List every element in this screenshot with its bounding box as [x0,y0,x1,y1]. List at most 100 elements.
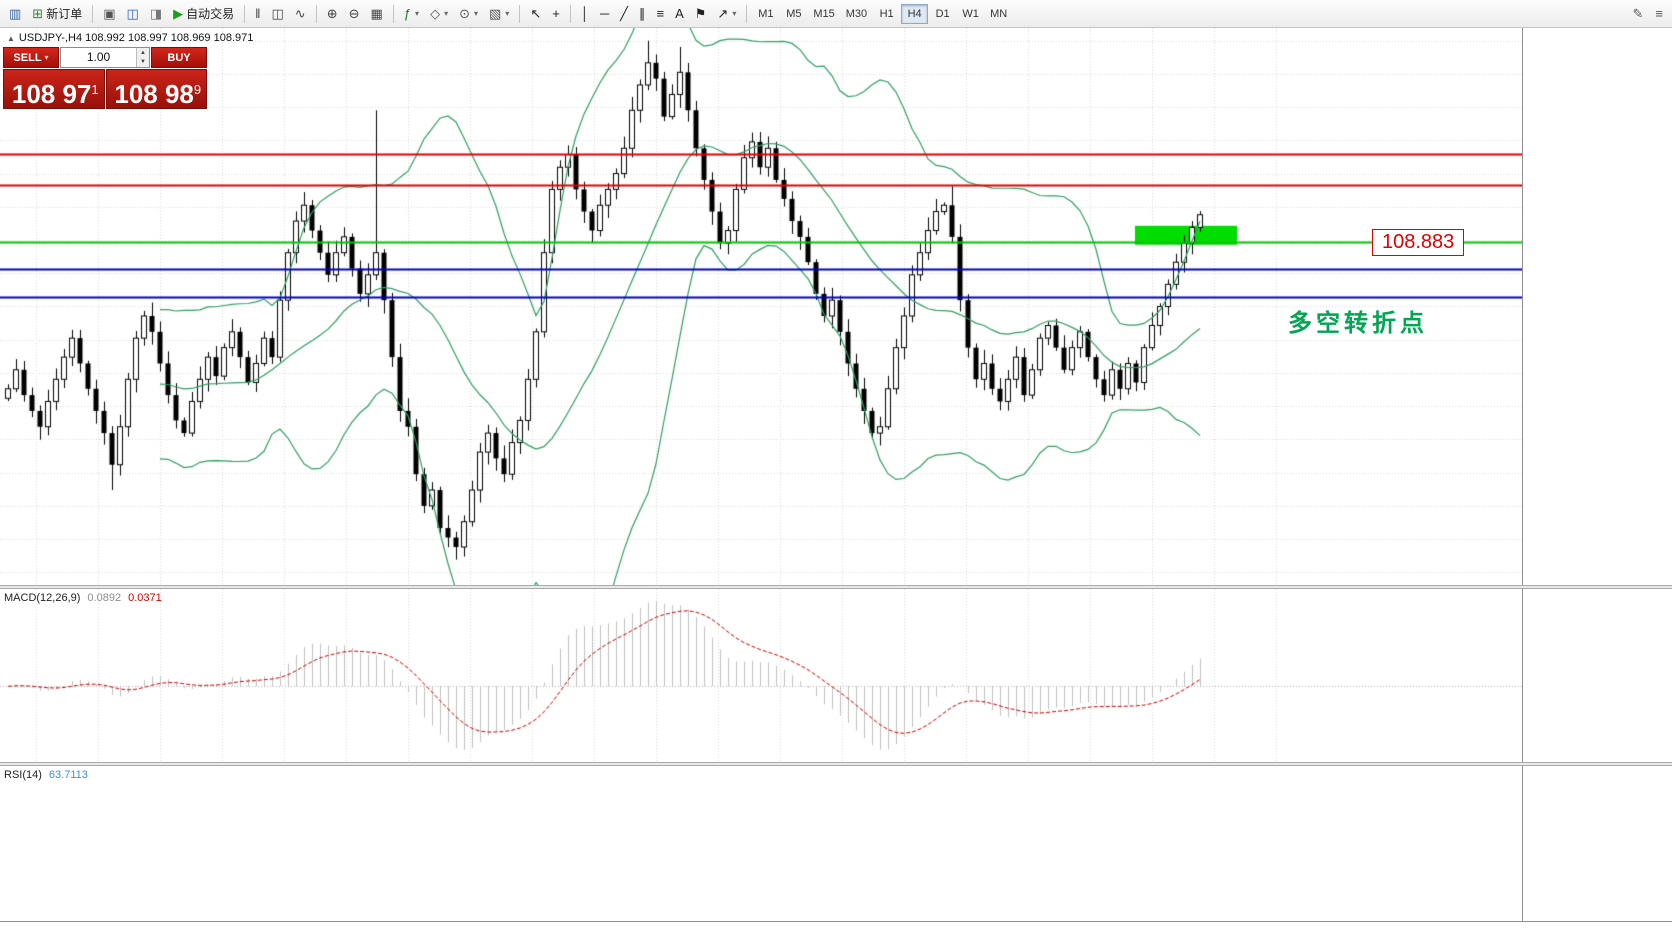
channel-button[interactable]: ∥ [634,3,651,25]
templates-icon: ▧ [489,6,502,21]
toolbar-separator [569,4,571,23]
chevron-down-icon: ▾ [415,9,420,18]
new-chart-icon: ▥ [9,6,22,21]
arrows-icon: ↗ [717,6,729,21]
new-chart-button[interactable]: ▥ [4,3,26,25]
toolbar-separator [519,4,521,23]
text-button[interactable]: A [670,3,689,25]
volume-down-button[interactable]: ▼ [137,57,149,67]
line-chart-icon: ∿ [294,6,306,21]
toolbar-separator [392,4,394,23]
timeframe-m30-button[interactable]: M30 [841,4,872,24]
panel-resize-handle[interactable] [0,762,1672,766]
label-button[interactable]: ⚑ [690,3,712,25]
horizontal-line-icon: ─ [599,6,610,21]
rsi-chart-canvas[interactable] [0,766,1522,921]
autotrading-button[interactable]: ▶ 自动交易 [168,3,239,25]
bar-chart-button[interactable]: ‖ [250,3,265,25]
data-window-icon: ◨ [149,6,163,21]
volume-value[interactable]: 1.00 [86,50,111,64]
volume-stepper: ▲ ▼ [136,48,149,67]
macd-indicator-label: MACD(12,26,9) 0.0892 0.0371 [4,592,162,604]
buy-button-label: BUY [167,51,191,64]
timeframe-d1-button[interactable]: D1 [929,4,956,24]
timeframe-h1-button[interactable]: H1 [873,4,900,24]
cursor-button[interactable]: ↖ [525,3,546,25]
zoom-out-button[interactable]: ⊖ [344,3,365,25]
price-axis[interactable] [1522,28,1672,921]
pivot-note-text[interactable]: 多空转折点 [1288,310,1428,337]
timeframe-w1-button[interactable]: W1 [957,4,984,24]
chevron-down-icon: ▾ [473,9,478,18]
vertical-line-button[interactable]: │ [576,3,594,25]
chart-ohlc-header: ▲ USDJPY-,H4 108.992 108.997 108.969 108… [7,32,253,44]
chevron-down-icon: ▾ [505,9,510,18]
new-order-icon: ⊞ [32,6,44,21]
sell-price-button[interactable]: 108 97 1 [3,69,105,109]
fibonacci-button[interactable]: ≡ [651,3,669,25]
trendline-icon: ╱ [620,6,628,21]
candlestick-chart-button[interactable]: ◫ [267,3,289,25]
zoom-out-icon: ⊖ [348,6,360,21]
objects-button[interactable]: ◇ ▾ [425,3,453,25]
toolbar-separator [92,4,94,23]
tile-windows-button[interactable]: ▦ [366,3,388,25]
buy-button[interactable]: BUY [151,47,207,68]
chart-window-button[interactable]: ▣ [98,3,120,25]
volume-up-button[interactable]: ▲ [137,48,149,58]
toolbar-separator [244,4,246,23]
line-chart-button[interactable]: ∿ [290,3,311,25]
zoom-in-icon: ⊕ [326,6,338,21]
price-annotation-label[interactable]: 108.883 [1372,229,1465,256]
time-axis[interactable] [0,921,1672,949]
price-chart-canvas[interactable] [0,28,1522,585]
zoom-in-button[interactable]: ⊕ [322,3,343,25]
toolbar-separator [315,4,317,23]
label-icon: ⚑ [694,6,707,21]
toolbar-right-group: ✎ ≡ [1628,3,1669,25]
rsi-value: 63.7113 [48,769,88,781]
indicators-icon: ƒ [403,6,412,21]
main-toolbar: ▥ ⊞ 新订单 ▣ ◫ ◨ ▶ 自动交易 ‖ ◫ ∿ ⊕ ⊖ ▦ ƒ ▾ ◇ ▾ ⊙ ▾ ▧ ▾ ↖ + │ ─ ╱ ∥ ≡ A ⚑ ↗ ▾ M1… [0,0,1672,28]
indicators-button[interactable]: ƒ ▾ [399,3,424,25]
arrows-button[interactable]: ↗ ▾ [712,3,741,25]
timeframe-m5-button[interactable]: M5 [780,4,807,24]
new-order-button[interactable]: ⊞ 新订单 [27,3,87,25]
toolbar-menu-button[interactable]: ≡ [1650,3,1668,25]
symbol-ohlc-text: USDJPY-,H4 108.992 108.997 108.969 108.9… [18,32,254,44]
fibonacci-icon: ≡ [656,6,665,21]
one-click-trading-panel: SELL ▾ 1.00 ▲ ▼ BUY 108 97 1 108 98 9 [3,47,207,109]
sell-button[interactable]: SELL ▾ [3,47,59,68]
macd-chart-canvas[interactable] [0,589,1522,762]
text-icon: A [675,6,684,21]
timeframe-m1-button[interactable]: M1 [752,4,779,24]
edit-toolbar-button[interactable]: ✎ [1628,3,1649,25]
templates-button[interactable]: ▧ ▾ [484,3,514,25]
chevron-down-icon: ▾ [732,9,737,18]
volume-field[interactable]: 1.00 ▲ ▼ [60,47,150,68]
profiles-icon: ◫ [126,6,139,21]
macd-signal-value: 0.0371 [128,592,162,604]
profiles-button[interactable]: ◫ [122,3,144,25]
sell-price-big: 108 97 [11,78,92,109]
panel-resize-handle[interactable] [0,585,1672,589]
trendline-button[interactable]: ╱ [615,3,633,25]
periods-button[interactable]: ⊙ ▾ [454,3,483,25]
timeframe-h4-button[interactable]: H4 [901,3,929,24]
candlestick-chart-icon: ◫ [271,6,284,21]
periods-icon: ⊙ [459,6,470,21]
buy-price-button[interactable]: 108 98 9 [105,69,207,109]
timeframe-mn-button[interactable]: MN [985,4,1012,24]
timeframe-m15-button[interactable]: M15 [808,4,839,24]
sell-price-sup: 1 [91,82,99,97]
chart-window-icon: ▣ [103,6,116,21]
autotrading-icon: ▶ [173,6,184,21]
tile-windows-icon: ▦ [370,6,383,21]
toolbar-menu-icon: ≡ [1655,6,1663,21]
toolbar-separator [746,4,748,23]
data-window-button[interactable]: ◨ [145,3,167,25]
crosshair-button[interactable]: + [547,3,565,25]
horizontal-line-button[interactable]: ─ [595,3,614,25]
bar-chart-icon: ‖ [255,6,261,21]
